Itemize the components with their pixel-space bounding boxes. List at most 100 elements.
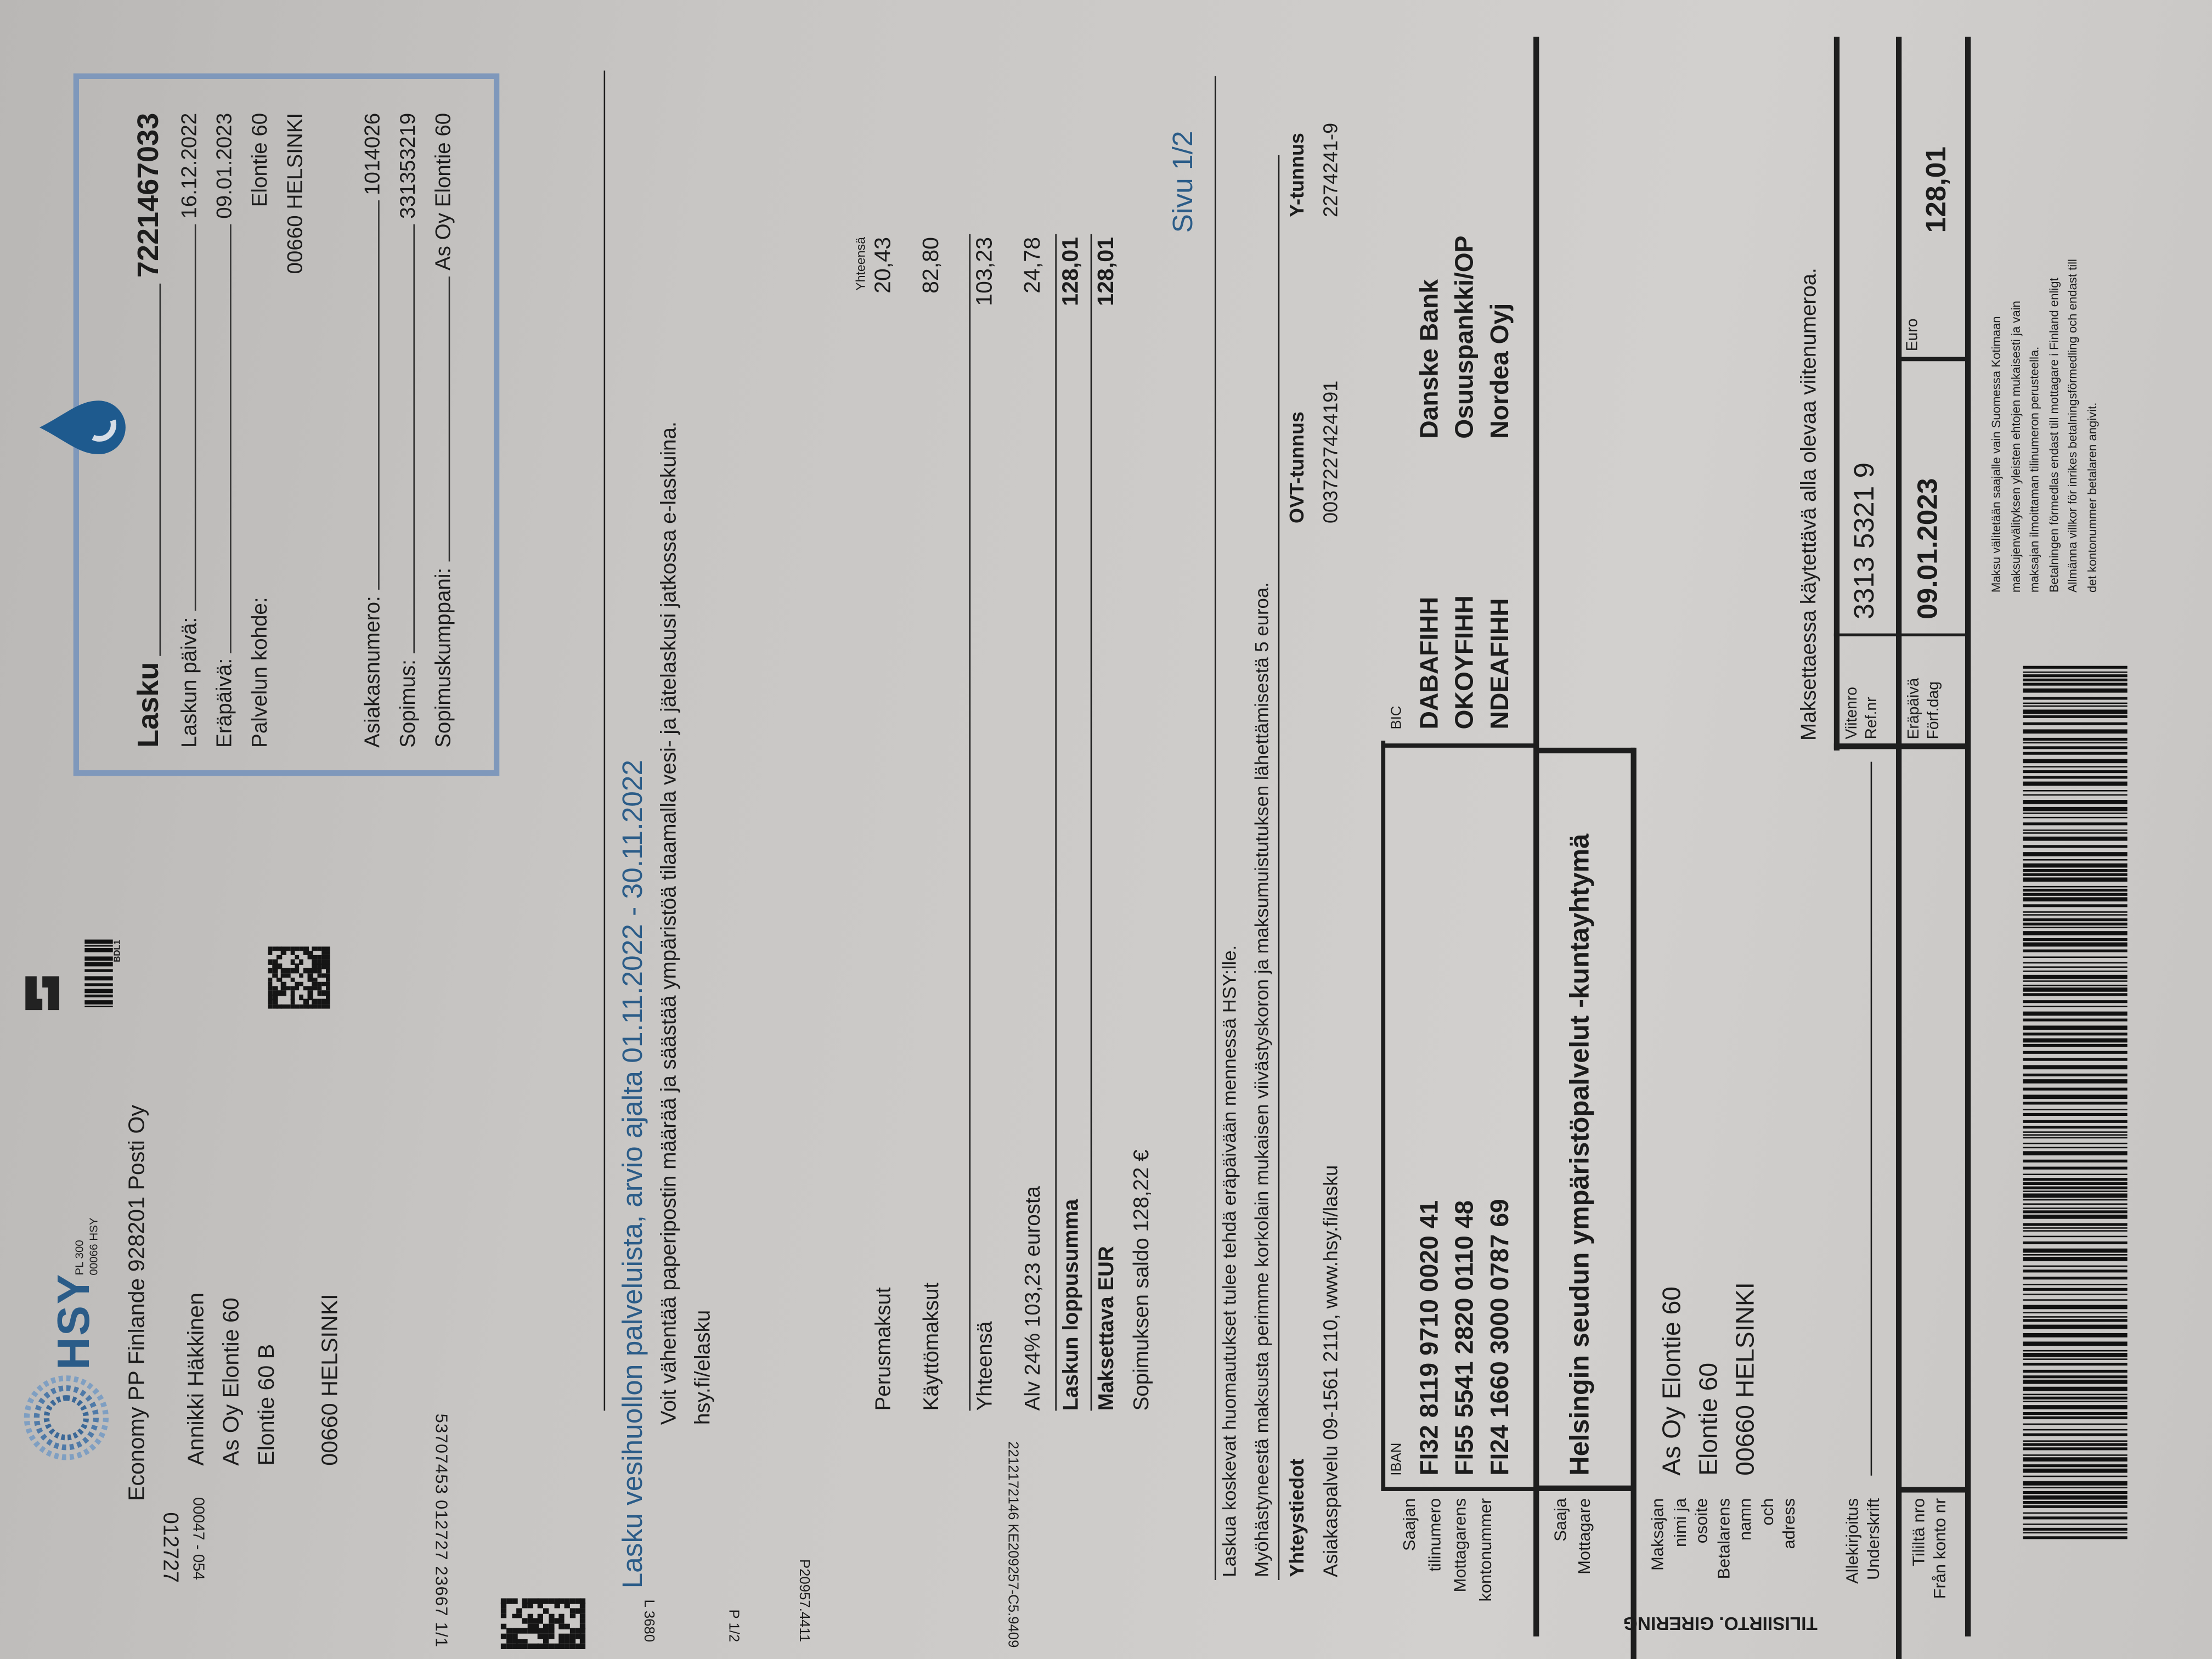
barcode-bar <box>2023 1423 2128 1425</box>
page-code: P 1/2 <box>725 1609 741 1643</box>
recipient-city: 00660 HELSINKI <box>319 1294 343 1466</box>
iban: FI24 1660 3000 0787 69 <box>1485 1199 1514 1476</box>
barcode-bar <box>2023 1199 2128 1201</box>
payer-address: As Oy Elontie 60 Elontie 60 00660 HELSIN… <box>1654 1282 1764 1476</box>
barcode-bar <box>2023 722 2128 725</box>
matrix-cell <box>569 1613 575 1619</box>
service-location-row: Palvelun kohde: Elontie 60 <box>237 112 273 748</box>
barcode-bar <box>2023 1319 2128 1322</box>
barcode-bar <box>2023 1284 2128 1285</box>
barcode-bar <box>2023 1151 2128 1156</box>
matrix-cell <box>290 977 295 983</box>
payer-line: As Oy Elontie 60 <box>1657 1286 1686 1476</box>
matrix-cell <box>290 950 295 956</box>
postage-line: Economy PP Finlande 928201 Posti Oy <box>125 1105 150 1502</box>
barcode-bar <box>2023 715 2128 718</box>
barcode-bar <box>2023 806 2128 811</box>
service-location: Elontie 60 <box>248 112 273 207</box>
einvoice-link[interactable]: hsy.fi/elasku <box>691 1310 715 1425</box>
signature-line[interactable] <box>1870 761 1872 1476</box>
barcode-bar <box>2023 1305 2128 1310</box>
matrix-cell <box>500 1623 507 1629</box>
bic: OKOYFIHH <box>1450 595 1479 730</box>
barcode-bar <box>2023 1495 2128 1500</box>
matrix-cell <box>580 1608 586 1614</box>
matrix-cell <box>272 968 278 973</box>
barcode-bar <box>2023 702 2128 704</box>
matrix-cell <box>580 1613 586 1619</box>
slip-line <box>1381 743 1537 748</box>
slip-line <box>1899 1487 1970 1493</box>
payee-label: Saaja Mottagare <box>1549 1498 1596 1639</box>
bic: NDEAFIHH <box>1485 598 1514 730</box>
label-line: Eräpäivä <box>1905 678 1923 740</box>
payment-terms: Maksu välitetään saajalle vain Suomessa … <box>1988 259 2102 592</box>
barcode-bar <box>2023 1464 2128 1468</box>
barcode-bar <box>2023 897 2128 902</box>
barcode-bar <box>2023 1073 2128 1077</box>
barcode-bar <box>2023 984 2128 986</box>
slip-line <box>1536 1485 1635 1492</box>
barcode-bar <box>2023 1207 2128 1209</box>
barcode-bar <box>2023 1443 2128 1446</box>
barcode-bar <box>2023 1454 2128 1456</box>
label-line: Mottagarens <box>1450 1498 1470 1593</box>
barcode-bar <box>2023 770 2128 774</box>
matrix-cell <box>527 1602 533 1609</box>
barcode-bar <box>2023 1178 2128 1181</box>
customer-number: 1014026 <box>361 112 385 195</box>
matrix-cell <box>295 955 300 960</box>
matrix-cell <box>295 986 300 991</box>
matrix-cell <box>308 990 313 996</box>
matrix-cell <box>516 1608 523 1614</box>
barcode-bar <box>2023 869 2128 872</box>
barcode-bar <box>2023 1333 2128 1338</box>
barcode-bar <box>2023 705 2128 707</box>
barcode-bar <box>2023 737 2128 741</box>
barcode-bar <box>2023 1393 2128 1396</box>
matrix-cell <box>303 999 309 1005</box>
matrix-cell <box>548 1613 555 1619</box>
service-city-row: 00660 HELSINKI <box>272 113 308 748</box>
barcode-bar <box>2023 682 2128 686</box>
bank: Nordea Oyj <box>1485 303 1514 439</box>
barcode-bar <box>2023 1487 2128 1488</box>
label-line: Maksajan <box>1647 1498 1668 1571</box>
barcode-bar <box>2023 1379 2128 1384</box>
barcode-bar <box>2023 980 2128 982</box>
matrix-cell <box>511 1633 517 1639</box>
sequence-code: 012727 <box>157 1512 182 1583</box>
barcode-bar <box>84 956 113 961</box>
matrix-cell <box>317 986 322 991</box>
barcode-bar <box>2023 781 2128 786</box>
barcode-bar <box>2023 914 2128 916</box>
barcode-bar <box>2023 1299 2128 1301</box>
barcode-bar <box>2023 1043 2128 1047</box>
label-line: osoite <box>1691 1498 1712 1544</box>
barcode-bar <box>2023 1369 2128 1373</box>
complaints-notice: Laskua koskevat huomautukset tulee tehdä… <box>1218 945 1240 1577</box>
barcode-bar <box>2023 1018 2128 1022</box>
matrix-cell <box>564 1623 570 1629</box>
invoice-title: Lasku <box>132 662 165 748</box>
barcode-bar <box>2023 1000 2128 1003</box>
barcode-bar <box>2023 1120 2128 1123</box>
barcode-bar <box>2023 1223 2128 1226</box>
terms-line: Betalningen förmedlas endast till mottag… <box>2046 278 2061 593</box>
matrix-cell <box>276 955 282 960</box>
barcode-bar <box>2023 709 2128 714</box>
matrix-cell <box>317 968 322 973</box>
invoice-date: 16.12.2022 <box>177 112 202 219</box>
barcode-bar <box>2023 1316 2128 1318</box>
label: Palvelun kohde: <box>248 597 273 748</box>
matrix-cell <box>522 1638 528 1644</box>
label-line: nimi ja <box>1669 1498 1690 1548</box>
barcode-bar <box>2023 1269 2128 1273</box>
slip-amount: 128,01 <box>1921 146 1953 233</box>
contract-balance: Sopimuksen saldo 128,22 € <box>1130 1149 1154 1411</box>
invoice-date-row: Laskun päivä: 16.12.2022 <box>166 112 202 748</box>
barcode-bar <box>2023 1265 2128 1267</box>
payee-name: Helsingin seudun ympäristöpalvelut -kunt… <box>1566 833 1596 1476</box>
divider <box>969 234 971 1411</box>
matrix-cell <box>276 964 282 969</box>
